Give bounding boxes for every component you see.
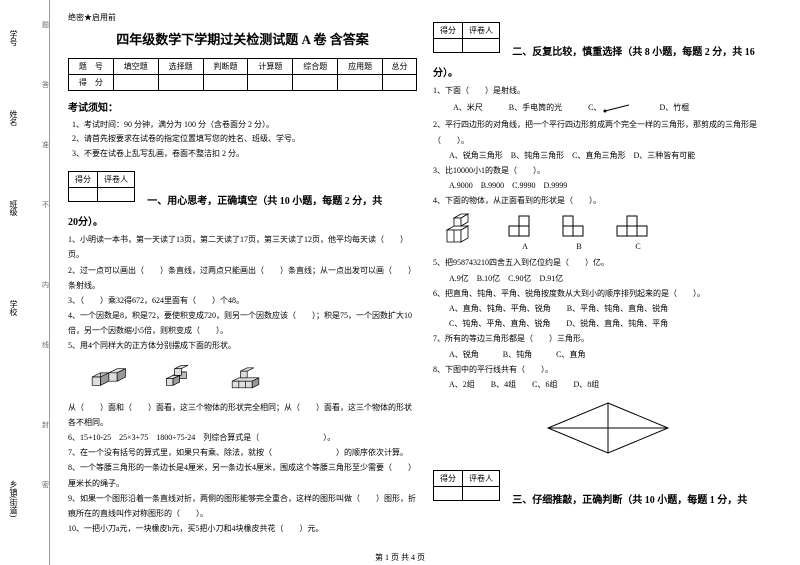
notice-title: 考试须知： <box>68 99 417 114</box>
table-row: 得 分 <box>69 75 417 91</box>
seal-marker: 内 <box>42 280 49 290</box>
ray-icon <box>603 103 633 113</box>
q9: 9、如果一个图形沿着一条直线对折，两侧的图形能够完全重合，这样的图形叫做（ ）图… <box>68 491 417 521</box>
th: 选择题 <box>158 59 203 75</box>
opt-label: B <box>576 242 581 251</box>
score-summary-table: 题 号 填空题 选择题 判断题 计算题 综合题 应用题 总分 得 分 <box>68 58 417 91</box>
s2q2-opts: A、锐角三角形 B、钝角三角形 C、直角三角形 D、三种皆有可能 <box>433 148 782 163</box>
seal-marker: 线 <box>42 340 49 350</box>
opt-label: C <box>635 242 640 251</box>
cube-icon <box>228 360 278 394</box>
exam-title: 四年级数学下学期过关检测试题 A 卷 含答案 <box>68 29 417 48</box>
margin-label-id: 学号 <box>8 30 19 46</box>
opt-d: D、竹棍 <box>659 102 689 113</box>
cube-figure-icon <box>443 212 489 248</box>
seal-marker: 封 <box>42 420 49 430</box>
score-label: 得分 <box>434 23 463 39</box>
margin-label-school: 学校 <box>8 300 19 316</box>
seal-marker: 不 <box>42 200 49 210</box>
th: 综合题 <box>293 59 338 75</box>
th: 题 号 <box>69 59 114 75</box>
s2q4: 4、下面的物体，从正面看到的形状是（ ）。 <box>433 193 782 208</box>
cube-icon <box>88 360 138 394</box>
q2: 2、过一点可以画出（ ）条直线，过两点只能画出（ ）条直线；从一点出发可以画（ … <box>68 263 417 293</box>
q10: 10、一把小刀a元，一块橡皮b元，买5把小刀和4块橡皮共花（ ）元。 <box>68 521 417 536</box>
front-view-icon <box>561 212 597 240</box>
section-score-box: 得分评卷人 <box>433 470 500 501</box>
cube-icon <box>158 360 208 394</box>
notice-item: 3、不要在试卷上乱写乱画，卷面不整洁扣 2 分。 <box>72 147 417 161</box>
s2q6: 6、把直角、钝角、平角、锐角按度数从大到小的顺序排列起来的是（ ）。 <box>433 286 782 301</box>
q6: 6、15+10-25 25×3+75 1800÷75-24 列综合算式是（ ）。 <box>68 430 417 445</box>
th: 填空题 <box>113 59 158 75</box>
binding-margin: 学号 姓名 班级 学校 乡镇(街道) 题 答 准 不 内 线 封 密 <box>0 0 50 565</box>
grader-label: 评卷人 <box>463 471 500 487</box>
margin-label-class: 班级 <box>8 200 19 216</box>
notice-item: 1、考试时间：90 分钟，满分为 100 分（含卷面分 2 分）。 <box>72 118 417 132</box>
q8: 8、一个等腰三角形的一条边长是4厘米，另一条边长4厘米，围成这个等腰三角形至少需… <box>68 460 417 490</box>
front-view-icon <box>507 212 543 240</box>
section2-pts: 分）。 <box>433 64 782 79</box>
seal-marker: 答 <box>42 80 49 90</box>
section1-title: 一、用心思考，正确填空（共 10 小题，每题 2 分，共 <box>147 196 382 207</box>
opt-a: A、米尺 <box>453 102 483 113</box>
q4-shapes: A B C <box>443 212 782 251</box>
secret-tag: 绝密★启用前 <box>68 12 417 23</box>
section-score-box: 得分评卷人 <box>68 171 135 202</box>
opt-b: B、手电筒的光 <box>509 102 562 113</box>
q5: 5、用4个同样大的正方体分别摆成下面的形状。 <box>68 338 417 353</box>
s2q5: 5、把958743210四舍五入到亿位约是（ ）亿。 <box>433 255 782 270</box>
section2-title: 二、反复比较，慎重选择（共 8 小题，每题 2 分，共 16 <box>512 47 755 58</box>
section1-pts: 20分）。 <box>68 213 417 228</box>
grader-label: 评卷人 <box>463 23 500 39</box>
q1: 1、小明读一本书，第一天读了13页，第二天读了17页，第三天读了12页，他平均每… <box>68 232 417 262</box>
seal-marker: 密 <box>42 480 49 490</box>
right-column: 得分评卷人 二、反复比较，慎重选择（共 8 小题，每题 2 分，共 16 分）。… <box>425 12 790 561</box>
grader-label: 评卷人 <box>98 172 135 188</box>
th: 应用题 <box>338 59 383 75</box>
th: 计算题 <box>248 59 293 75</box>
front-view-icon <box>615 212 661 240</box>
s2q1: 1、下面（ ）是射线。 <box>433 83 782 98</box>
margin-label-town: 乡镇(街道) <box>8 480 19 517</box>
score-label: 得分 <box>69 172 98 188</box>
q7: 7、在一个没有括号的算式里，如果只有乘、除法，就按（ ）的顺序依次计算。 <box>68 445 417 460</box>
s2q3-opts: A.9000 B.9900 C.9990 D.9999 <box>433 178 782 193</box>
notice-item: 2、请首先按要求在试卷的指定位置填写您的姓名、班级、学号。 <box>72 132 417 146</box>
s2q3: 3、比10000小1的数是（ ）。 <box>433 163 782 178</box>
q4: 4、一个因数是8，积是72，要使积变成720，则另一个因数应该（ ）；积是75，… <box>68 308 417 338</box>
table-row: 题 号 填空题 选择题 判断题 计算题 综合题 应用题 总分 <box>69 59 417 75</box>
seal-marker: 准 <box>42 140 49 150</box>
s2q7: 7、所有的等边三角形都是（ ）三角形。 <box>433 331 782 346</box>
left-column: 绝密★启用前 四年级数学下学期过关检测试题 A 卷 含答案 题 号 填空题 选择… <box>60 12 425 561</box>
section-score-box: 得分评卷人 <box>433 22 500 53</box>
seal-marker: 题 <box>42 20 49 30</box>
th: 判断题 <box>203 59 248 75</box>
s2q2: 2、平行四边形的对角线，把一个平行四边形剪成两个完全一样的三角形，那剪成的三角形… <box>433 117 782 147</box>
td-label: 得 分 <box>69 75 114 91</box>
s2q1-options: A、米尺 B、手电筒的光 C、 D、竹棍 <box>453 102 782 113</box>
s2q8: 8、下图中的平行线共有（ ）。 <box>433 362 782 377</box>
th: 总分 <box>383 59 417 75</box>
cube-figures <box>68 360 417 394</box>
s2q7-opts: A、锐角 B、钝角 C、直角 <box>433 347 782 362</box>
opt-label: A <box>522 242 528 251</box>
q5b: 从（ ）面和（ ）面看，这三个物体的形状完全相同；从（ ）面看，这三个物体的形状… <box>68 400 417 430</box>
s2q5-opts: A.9亿 B.10亿 C.90亿 D.91亿 <box>433 271 782 286</box>
s2q6-opts: A、直角、钝角、平角、锐角 B、平角、钝角、直角、锐角 C、钝角、平角、直角、锐… <box>433 301 782 331</box>
page-footer: 第 1 页 共 4 页 <box>0 552 800 563</box>
parallelogram-diagram-icon <box>538 398 678 458</box>
opt-c: C、 <box>588 102 633 113</box>
score-label: 得分 <box>434 471 463 487</box>
q3: 3、（ ）乘32得672，624里面有（ ）个48。 <box>68 293 417 308</box>
s2q8-opts: A、2组 B、4组 C、6组 D、8组 <box>433 377 782 392</box>
margin-label-name: 姓名 <box>8 110 19 126</box>
section3-title: 三、仔细推敲，正确判断（共 10 小题，每题 1 分，共 <box>512 495 747 506</box>
